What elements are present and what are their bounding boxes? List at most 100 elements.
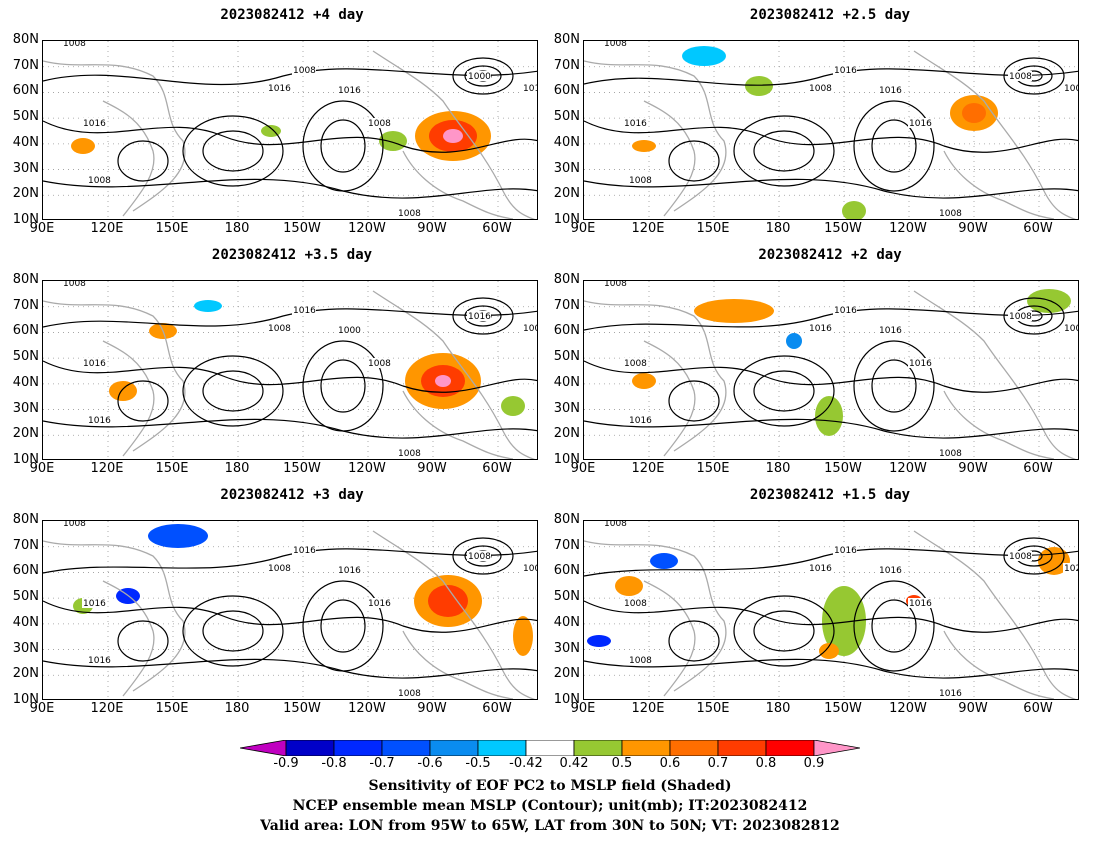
footer-line-2: NCEP ensemble mean MSLP (Contour); unit(…: [292, 798, 808, 814]
contour-label: 1000: [468, 72, 491, 82]
sensitivity-shading: [962, 103, 986, 123]
lat-label: 20N: [553, 186, 580, 202]
lat-label: 70N: [12, 297, 39, 313]
lon-label: 180: [224, 221, 250, 236]
contour-label: 1008: [629, 176, 652, 186]
contour-label-bg: [267, 323, 291, 333]
contour-label: 1016: [293, 546, 316, 556]
contour-label: 1000: [523, 564, 538, 574]
contour-label: 1016: [88, 656, 111, 666]
pressure-contour: [202, 130, 264, 172]
contour-label-bg: [833, 545, 857, 555]
contour-label: 1008: [809, 84, 832, 94]
pressure-contour: [1003, 297, 1065, 335]
coastline: [584, 540, 727, 692]
pressure-contour: [871, 599, 917, 653]
sensitivity-shading: [148, 524, 208, 548]
lat-label: 80N: [12, 32, 39, 47]
contour-label-bg: [908, 358, 932, 368]
sensitivity-shading: [501, 396, 525, 416]
coastline: [402, 390, 514, 459]
contour-label: 1016: [624, 119, 647, 129]
contour-label-bg: [833, 305, 857, 315]
pressure-contour: [1003, 57, 1065, 95]
sensitivity-shading: [694, 299, 774, 323]
lat-label: 50N: [553, 349, 580, 365]
contour-label-bg: [1063, 323, 1078, 333]
lat-label: 40N: [553, 134, 580, 150]
colorbar-upper-extend: [813, 740, 860, 756]
contour-label-bg: [522, 323, 537, 333]
lon-label: 120W: [889, 221, 927, 236]
lon-label: 150W: [824, 461, 862, 476]
lon-label: 150W: [283, 461, 321, 476]
lon-label: 90E: [570, 461, 596, 476]
lon-label: 150E: [155, 221, 189, 236]
lon-label: 60W: [1023, 701, 1053, 716]
pressure-contour: [320, 359, 366, 413]
sensitivity-shading: [428, 585, 468, 617]
contour-label-bg: [292, 305, 316, 315]
pressure-contour: [753, 130, 815, 172]
contour-label-bg: [603, 281, 627, 288]
contour-label: 1016: [468, 312, 491, 322]
contour-label: 1000: [1064, 324, 1079, 334]
lat-label: 60N: [12, 83, 39, 99]
coastline: [913, 530, 1077, 699]
contour-label: 1016: [809, 324, 832, 334]
panel-title-5: 2023082412 +3 day: [220, 487, 364, 503]
contour-label-bg: [908, 598, 932, 608]
contour-label: 1016: [909, 119, 932, 129]
lat-label: 50N: [12, 589, 39, 605]
lat-label: 10N: [12, 212, 39, 227]
map-svg: 1008100810161016100810001016101610081008: [43, 41, 537, 219]
contour-label-bg: [337, 85, 361, 95]
pressure-contour: [464, 545, 502, 567]
pressure-contour: [733, 595, 835, 667]
contour-label-bg: [62, 281, 86, 288]
lon-label: 90W: [417, 701, 447, 716]
contour-label-bg: [1008, 551, 1032, 561]
lat-label: 80N: [553, 32, 580, 47]
map-panel-2: 1008101610081016101610081000101610081008: [583, 40, 1079, 220]
contour-label-bg: [603, 521, 627, 528]
contour-label-bg: [397, 208, 421, 218]
lat-label: 60N: [553, 323, 580, 339]
coastline: [372, 530, 536, 699]
lat-label: 60N: [12, 563, 39, 579]
pressure-contour: [302, 340, 384, 432]
contour-label-bg: [82, 598, 106, 608]
lon-label: 120W: [348, 461, 386, 476]
contour-label-bg: [337, 565, 361, 575]
sensitivity-shading: [1027, 289, 1071, 313]
contour-label-bg: [628, 655, 652, 665]
pressure-contour: [733, 355, 835, 427]
pressure-contour: [733, 115, 835, 187]
pressure-contour: [452, 537, 514, 575]
map-panel-6: 1008101610161008101610081024101610081016: [583, 520, 1079, 700]
contour-label-bg: [367, 598, 391, 608]
lon-label: 90W: [958, 221, 988, 236]
pressure-contour: [584, 360, 1078, 393]
panel-title-3: 2023082412 +3.5 day: [211, 247, 373, 263]
contour-label: 1008: [604, 521, 627, 529]
lat-label: 60N: [553, 83, 580, 99]
contour-label: 1016: [809, 564, 832, 574]
pressure-contour: [853, 340, 935, 432]
contour-label: 1016: [268, 84, 291, 94]
contour-label: 1024: [1064, 564, 1079, 574]
lat-label: 40N: [553, 374, 580, 390]
sensitivity-shading: [650, 553, 678, 569]
pressure-contour: [43, 658, 537, 679]
lon-label: 120E: [631, 221, 665, 236]
contour-label: 1008: [88, 176, 111, 186]
contour-label: 1016: [834, 66, 857, 76]
coastline: [643, 580, 696, 697]
pressure-contour: [182, 595, 284, 667]
colorbar-box: [429, 740, 479, 756]
pressure-contour: [584, 178, 1078, 199]
contour-label: 1008: [398, 209, 421, 219]
contour-label: 1008: [368, 359, 391, 369]
lon-label: 90E: [29, 221, 55, 236]
lon-label: 90W: [958, 701, 988, 716]
